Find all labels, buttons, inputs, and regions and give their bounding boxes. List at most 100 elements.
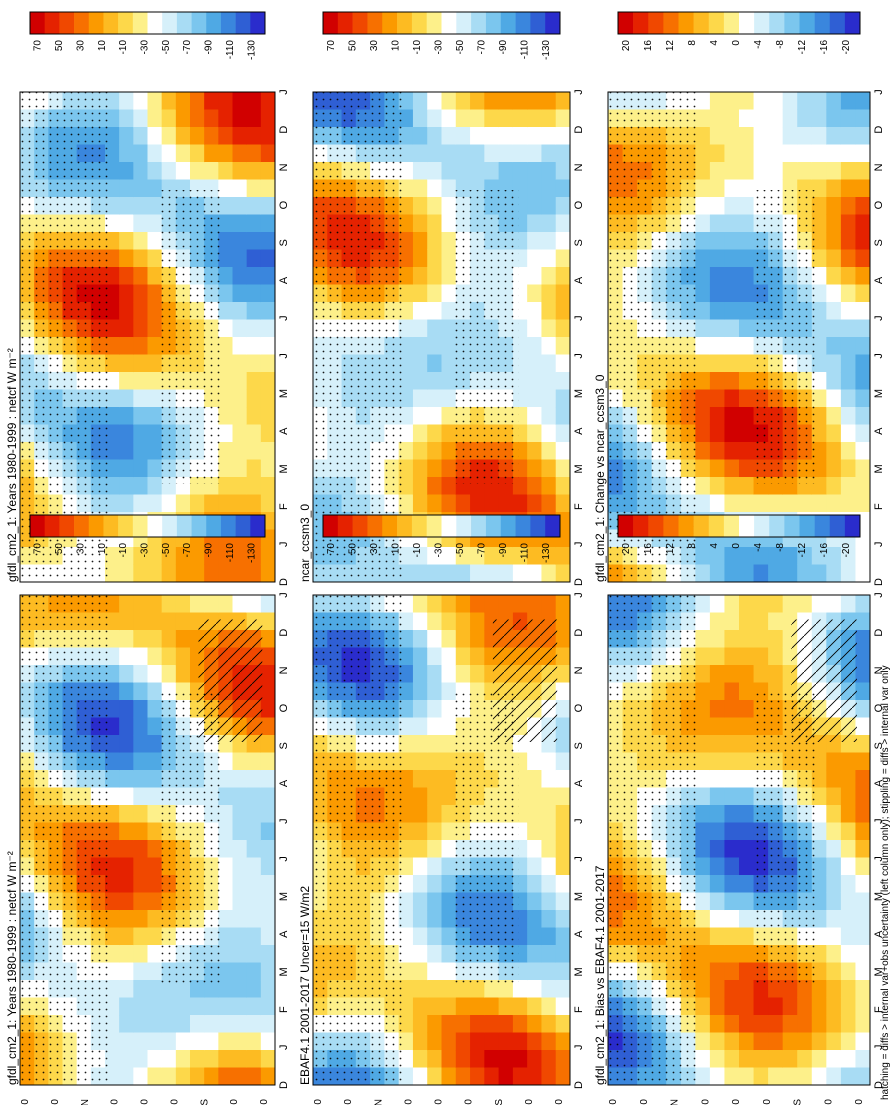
heatmap-cell — [527, 494, 542, 513]
colorbar-swatch — [441, 12, 457, 34]
heatmap-cell — [161, 1032, 177, 1051]
month-tick-label: A — [278, 427, 290, 435]
heatmap-cell — [119, 232, 134, 250]
colorbar-tick-label: 4 — [709, 40, 720, 46]
heatmap-cell — [119, 665, 134, 683]
colorbar-tick-label: -30 — [434, 543, 445, 558]
heatmap-cell — [498, 1050, 514, 1068]
heatmap-cell — [119, 162, 134, 180]
heatmap-cell — [855, 144, 871, 163]
panel-frame — [607, 594, 871, 1086]
heatmap-cell — [739, 477, 755, 495]
heatmap-cell — [441, 700, 457, 718]
heatmap-cell — [246, 477, 262, 495]
heatmap-cell — [527, 1050, 542, 1068]
heatmap-cell — [753, 647, 769, 666]
colorbar-swatch — [59, 12, 75, 34]
colorbar-tick-label: 50 — [54, 40, 65, 52]
heatmap-cell — [470, 665, 485, 683]
heatmap-cell — [782, 144, 798, 163]
heatmap-cell — [133, 372, 148, 390]
heatmap-cell — [246, 109, 262, 128]
stipple-region — [752, 190, 818, 484]
colorbar-frame — [617, 11, 861, 35]
heatmap-cell — [826, 927, 842, 946]
heatmap-cell — [412, 162, 428, 180]
heatmap-cell — [840, 547, 856, 565]
heatmap-cell — [811, 494, 827, 513]
heatmap-cell — [260, 92, 276, 110]
heatmap-cell — [232, 179, 248, 198]
heatmap-cell — [133, 787, 148, 806]
heatmap-cell — [555, 354, 571, 373]
heatmap-cell — [441, 1032, 457, 1051]
heatmap-cell — [133, 109, 148, 128]
heatmap-cell — [840, 1067, 856, 1086]
colorbar-tick-label: -8 — [775, 543, 786, 552]
heatmap-cell — [840, 144, 856, 163]
heatmap-cell — [797, 127, 813, 145]
latitude-tick-label: 60 — [229, 1099, 240, 1105]
heatmap-cell — [441, 477, 457, 495]
heatmap-cell — [753, 665, 769, 683]
heatmap-cell — [119, 805, 134, 823]
heatmap-cell — [826, 92, 842, 110]
heatmap-cell — [147, 647, 163, 666]
heatmap-cell — [555, 127, 571, 145]
heatmap-cell — [527, 927, 542, 946]
heatmap-cell — [753, 92, 769, 110]
heatmap-cell — [204, 162, 219, 180]
heatmap-cell — [709, 647, 725, 666]
heatmap-cell — [133, 735, 148, 753]
stipple-region — [20, 595, 110, 1085]
heatmap-cell — [811, 109, 827, 128]
colorbar-tick-label: -4 — [753, 40, 764, 49]
heatmap-cell — [709, 910, 725, 928]
heatmap-cell — [175, 127, 191, 145]
heatmap-cell — [441, 127, 457, 145]
heatmap-cell — [739, 787, 755, 806]
heatmap-cell — [119, 980, 134, 998]
heatmap-cell — [133, 805, 148, 823]
heatmap-cell — [840, 92, 856, 110]
heatmap-cell — [709, 630, 725, 648]
heatmap-cell — [782, 162, 798, 180]
month-tick-label: J — [278, 89, 290, 95]
heatmap-cell — [246, 127, 262, 145]
heatmap-cell — [412, 962, 428, 981]
heatmap-cell — [427, 302, 442, 320]
month-tick-label: M — [873, 967, 885, 976]
heatmap-cell — [175, 564, 191, 583]
heatmap-cell — [412, 267, 428, 285]
heatmap-cell — [555, 179, 571, 198]
heatmap-cell — [512, 162, 528, 180]
heatmap-cell — [555, 494, 571, 513]
heatmap-cell — [484, 109, 500, 128]
heatmap-cell — [840, 197, 856, 215]
heatmap-cell — [555, 717, 571, 736]
heatmap-cell — [855, 980, 871, 998]
heatmap-cell — [484, 1015, 500, 1033]
heatmap-cell — [147, 612, 163, 631]
heatmap-cell — [133, 927, 148, 946]
heatmap-cell — [412, 927, 428, 946]
heatmap-cell — [541, 494, 557, 513]
heatmap-cell — [246, 752, 262, 771]
heatmap-cell — [541, 302, 557, 320]
heatmap-cell — [855, 337, 871, 355]
heatmap-cell — [855, 302, 871, 320]
heatmap-cell — [739, 547, 755, 565]
colorbar-swatch — [678, 515, 694, 537]
heatmap-cell — [555, 407, 571, 425]
heatmap-cell — [739, 162, 755, 180]
colorbar-tick-label: 0 — [731, 543, 742, 549]
stipple-region — [160, 190, 224, 484]
heatmap-cell — [190, 547, 205, 565]
heatmap-cell — [826, 284, 842, 303]
heatmap-cell — [840, 962, 856, 981]
colorbar-swatch — [382, 515, 398, 537]
heatmap-cell — [527, 945, 542, 963]
heatmap-cell — [739, 389, 755, 408]
panel-p3: EBAF4.1 2001-2017 Uncer=15 W/m2 DJFMAMJJA… — [298, 514, 585, 1105]
heatmap-cell — [826, 319, 842, 338]
